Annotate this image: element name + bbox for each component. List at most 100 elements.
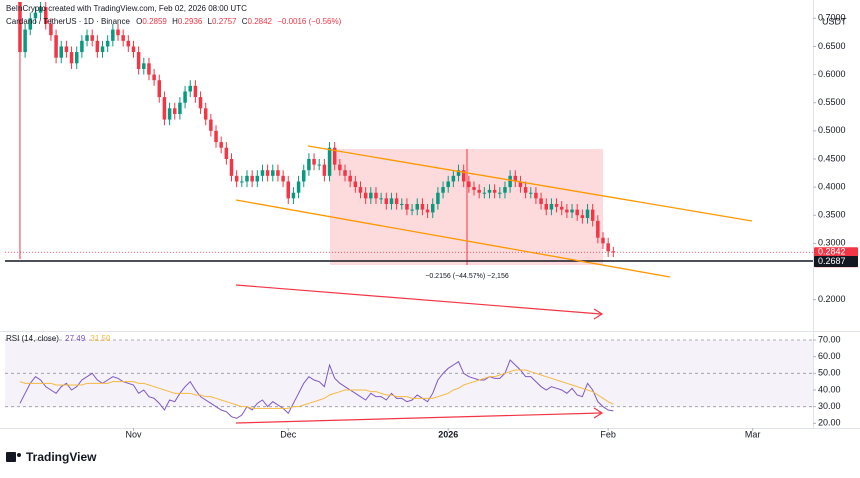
candle-body — [209, 119, 213, 131]
arrow-head — [593, 407, 604, 419]
candle-body — [162, 97, 167, 120]
rsi-line — [19, 359, 614, 419]
currency: USDT — [822, 16, 847, 26]
candle-body — [276, 170, 280, 176]
candle-body — [286, 181, 291, 199]
candle-body — [420, 203, 425, 210]
candle-body — [513, 175, 518, 182]
candle-body — [559, 206, 564, 210]
candle-body — [503, 187, 507, 193]
candle-body — [69, 52, 74, 64]
candle-body — [183, 91, 187, 103]
candle-body — [95, 40, 100, 53]
candle-body — [100, 46, 105, 53]
channel-upper — [307, 145, 753, 222]
y-tick-label: 0.6500 — [818, 41, 846, 51]
symbol-line: Cardano / TetherUS · 1D · Binance O0.285… — [6, 17, 342, 26]
candle-body — [343, 170, 347, 176]
candle-body — [271, 170, 275, 176]
candle-body — [585, 209, 590, 219]
y-tick-label: 20.00 — [818, 418, 841, 428]
candle-body — [54, 35, 58, 58]
ohlc-key: L — [208, 17, 213, 26]
candle-body — [224, 147, 229, 159]
y-tick-label: 50.00 — [818, 368, 841, 378]
rsi-ma-last: 31.50 — [90, 334, 111, 343]
candle-body — [529, 192, 533, 194]
candle-body — [575, 209, 579, 216]
candle-body — [33, 12, 38, 19]
candle-body — [374, 192, 378, 199]
candle-body — [477, 189, 481, 193]
candle-body — [410, 209, 414, 211]
y-tick-label: 40.00 — [818, 384, 841, 394]
rsi-title: RSI (14, close) — [6, 334, 59, 343]
candle-body — [544, 203, 549, 210]
y-tick-label: 0.6000 — [818, 69, 846, 79]
candle-body — [400, 203, 404, 205]
credit: BeInCrypto created with TradingView.com,… — [6, 4, 247, 13]
candle-body — [312, 158, 316, 165]
candle-body — [18, 2, 22, 53]
symbol: Cardano / TetherUS · 1D · Binance — [6, 17, 130, 26]
candle-body — [327, 147, 332, 176]
rsi-legend: RSI (14, close) 27.49 31.50 — [6, 334, 111, 343]
candle-body — [198, 97, 203, 109]
candle-body — [167, 108, 172, 120]
change: −0.0016 (−0.56%) — [277, 17, 341, 26]
candle-body — [384, 198, 389, 204]
candle-body — [332, 147, 337, 165]
arrow-head — [593, 308, 604, 320]
rsi-arrow — [235, 412, 602, 424]
candle-body — [518, 181, 523, 188]
candle-body — [193, 85, 198, 98]
candle-body — [59, 46, 63, 58]
y-tick-label: 0.3000 — [818, 238, 846, 248]
y-tick-label: 0.4500 — [818, 153, 846, 163]
candle-body — [441, 187, 445, 193]
candle-body — [116, 29, 120, 36]
candle-body — [430, 203, 435, 213]
candle-body — [121, 35, 125, 41]
candle-body — [291, 192, 296, 199]
candle-body — [250, 175, 254, 182]
candle-body — [255, 175, 260, 182]
candle-body — [23, 29, 27, 53]
candle-body — [296, 181, 301, 193]
candle-body — [219, 142, 223, 148]
y-tick-label: 0.2000 — [818, 294, 846, 304]
candle-body — [601, 237, 605, 244]
candle-body — [446, 181, 450, 188]
channel-lower — [235, 199, 671, 278]
candle-body — [570, 209, 574, 213]
y-tick-label: 0.7000 — [818, 13, 846, 23]
brand-logo — [17, 453, 21, 457]
candle-body — [85, 35, 89, 41]
candle-body — [369, 192, 373, 199]
y-tick-label: 70.00 — [818, 334, 841, 344]
candle-body — [498, 192, 502, 194]
candle-body — [172, 108, 177, 114]
candle-body — [74, 52, 79, 64]
candle-body — [348, 175, 352, 182]
candle-body — [596, 220, 600, 238]
candle-body — [425, 209, 430, 213]
candle-body — [415, 203, 420, 210]
brand-logo — [6, 452, 16, 462]
y-tick-label: 60.00 — [818, 351, 841, 361]
x-tick-label: Dec — [280, 429, 297, 439]
candle-body — [126, 40, 131, 47]
candle-body — [353, 181, 358, 188]
candle-body — [260, 170, 265, 176]
candle-body — [456, 170, 461, 176]
candle-body — [240, 181, 244, 183]
candle-body — [44, 7, 48, 24]
candle-body — [157, 80, 162, 98]
candle-body — [147, 63, 151, 75]
candle-body — [358, 187, 363, 193]
candle-body — [301, 170, 306, 182]
trend-arrow — [235, 284, 602, 315]
x-tick-label: 2026 — [438, 429, 458, 439]
candle-body — [152, 74, 156, 81]
